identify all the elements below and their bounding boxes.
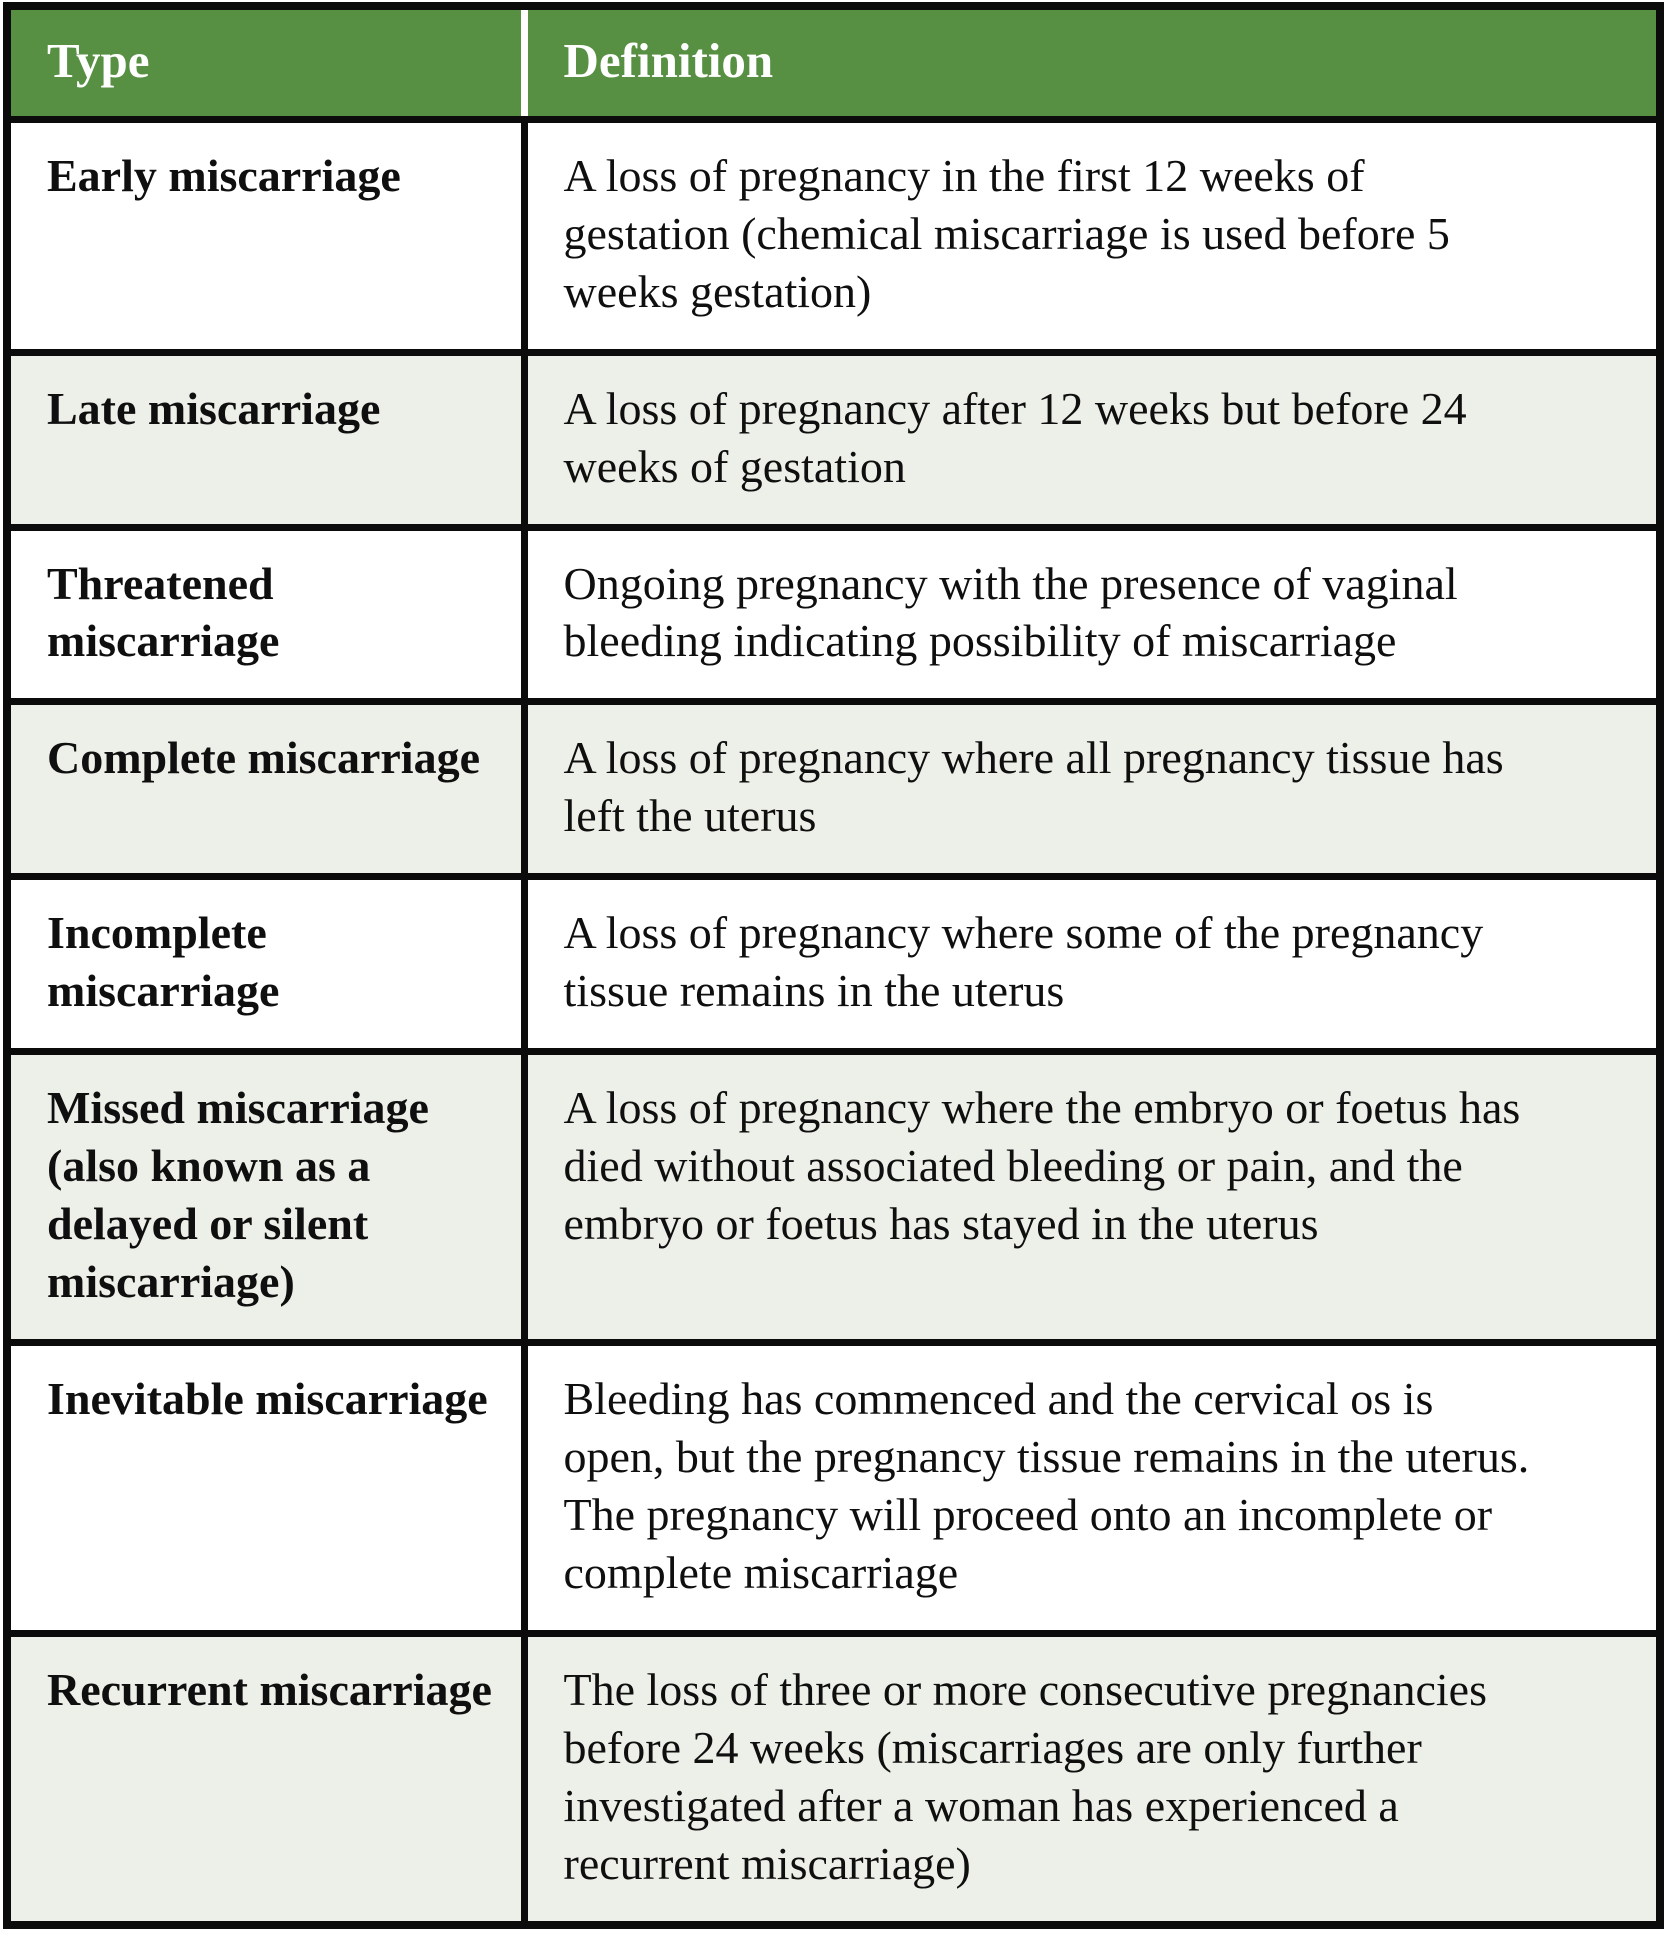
definition-cell: A loss of pregnancy where some of the pr… bbox=[563, 907, 1484, 1017]
table-row: Incomplete miscarriage A loss of pregnan… bbox=[11, 873, 1656, 1049]
table-row: Recurrent miscarriage The loss of three … bbox=[11, 1629, 1656, 1921]
miscarriage-types-table: Type Definition Early miscarriage A loss… bbox=[3, 2, 1664, 1929]
definition-cell: A loss of pregnancy in the first 12 week… bbox=[563, 149, 1450, 317]
definition-cell: A loss of pregnancy where all pregnancy … bbox=[563, 732, 1504, 842]
table-row: Inevitable miscarriage Bleeding has comm… bbox=[11, 1339, 1656, 1630]
type-cell: Incomplete miscarriage bbox=[11, 880, 528, 1049]
definition-cell: The loss of three or more consecutive pr… bbox=[563, 1663, 1487, 1889]
type-cell: Inevitable miscarriage bbox=[11, 1346, 528, 1630]
header-cell-definition: Definition bbox=[563, 33, 774, 88]
type-cell: Recurrent miscarriage bbox=[11, 1636, 528, 1921]
type-cell: Late miscarriage bbox=[11, 355, 528, 524]
type-cell: Early miscarriage bbox=[11, 122, 528, 349]
table-row: Complete miscarriage A loss of pregnancy… bbox=[11, 698, 1656, 874]
type-cell: Threatened miscarriage bbox=[11, 530, 528, 699]
definition-cell: A loss of pregnancy after 12 weeks but b… bbox=[563, 382, 1467, 492]
header-row: Type Definition bbox=[11, 10, 1656, 116]
table-row: Late miscarriage A loss of pregnancy aft… bbox=[11, 348, 1656, 524]
type-cell: Complete miscarriage bbox=[11, 705, 528, 874]
table-row: Missed miscarriage (also known as a dela… bbox=[11, 1048, 1656, 1340]
type-cell: Missed miscarriage (also known as a dela… bbox=[11, 1055, 528, 1340]
table-row: Early miscarriage A loss of pregnancy in… bbox=[11, 115, 1656, 349]
definition-cell: Bleeding has commenced and the cervical … bbox=[563, 1373, 1530, 1598]
definition-cell: A loss of pregnancy where the embryo or … bbox=[563, 1082, 1521, 1250]
header-cell-type: Type bbox=[11, 10, 528, 116]
definition-cell: Ongoing pregnancy with the presence of v… bbox=[563, 557, 1458, 667]
table-row: Threatened miscarriage Ongoing pregnancy… bbox=[11, 523, 1656, 699]
